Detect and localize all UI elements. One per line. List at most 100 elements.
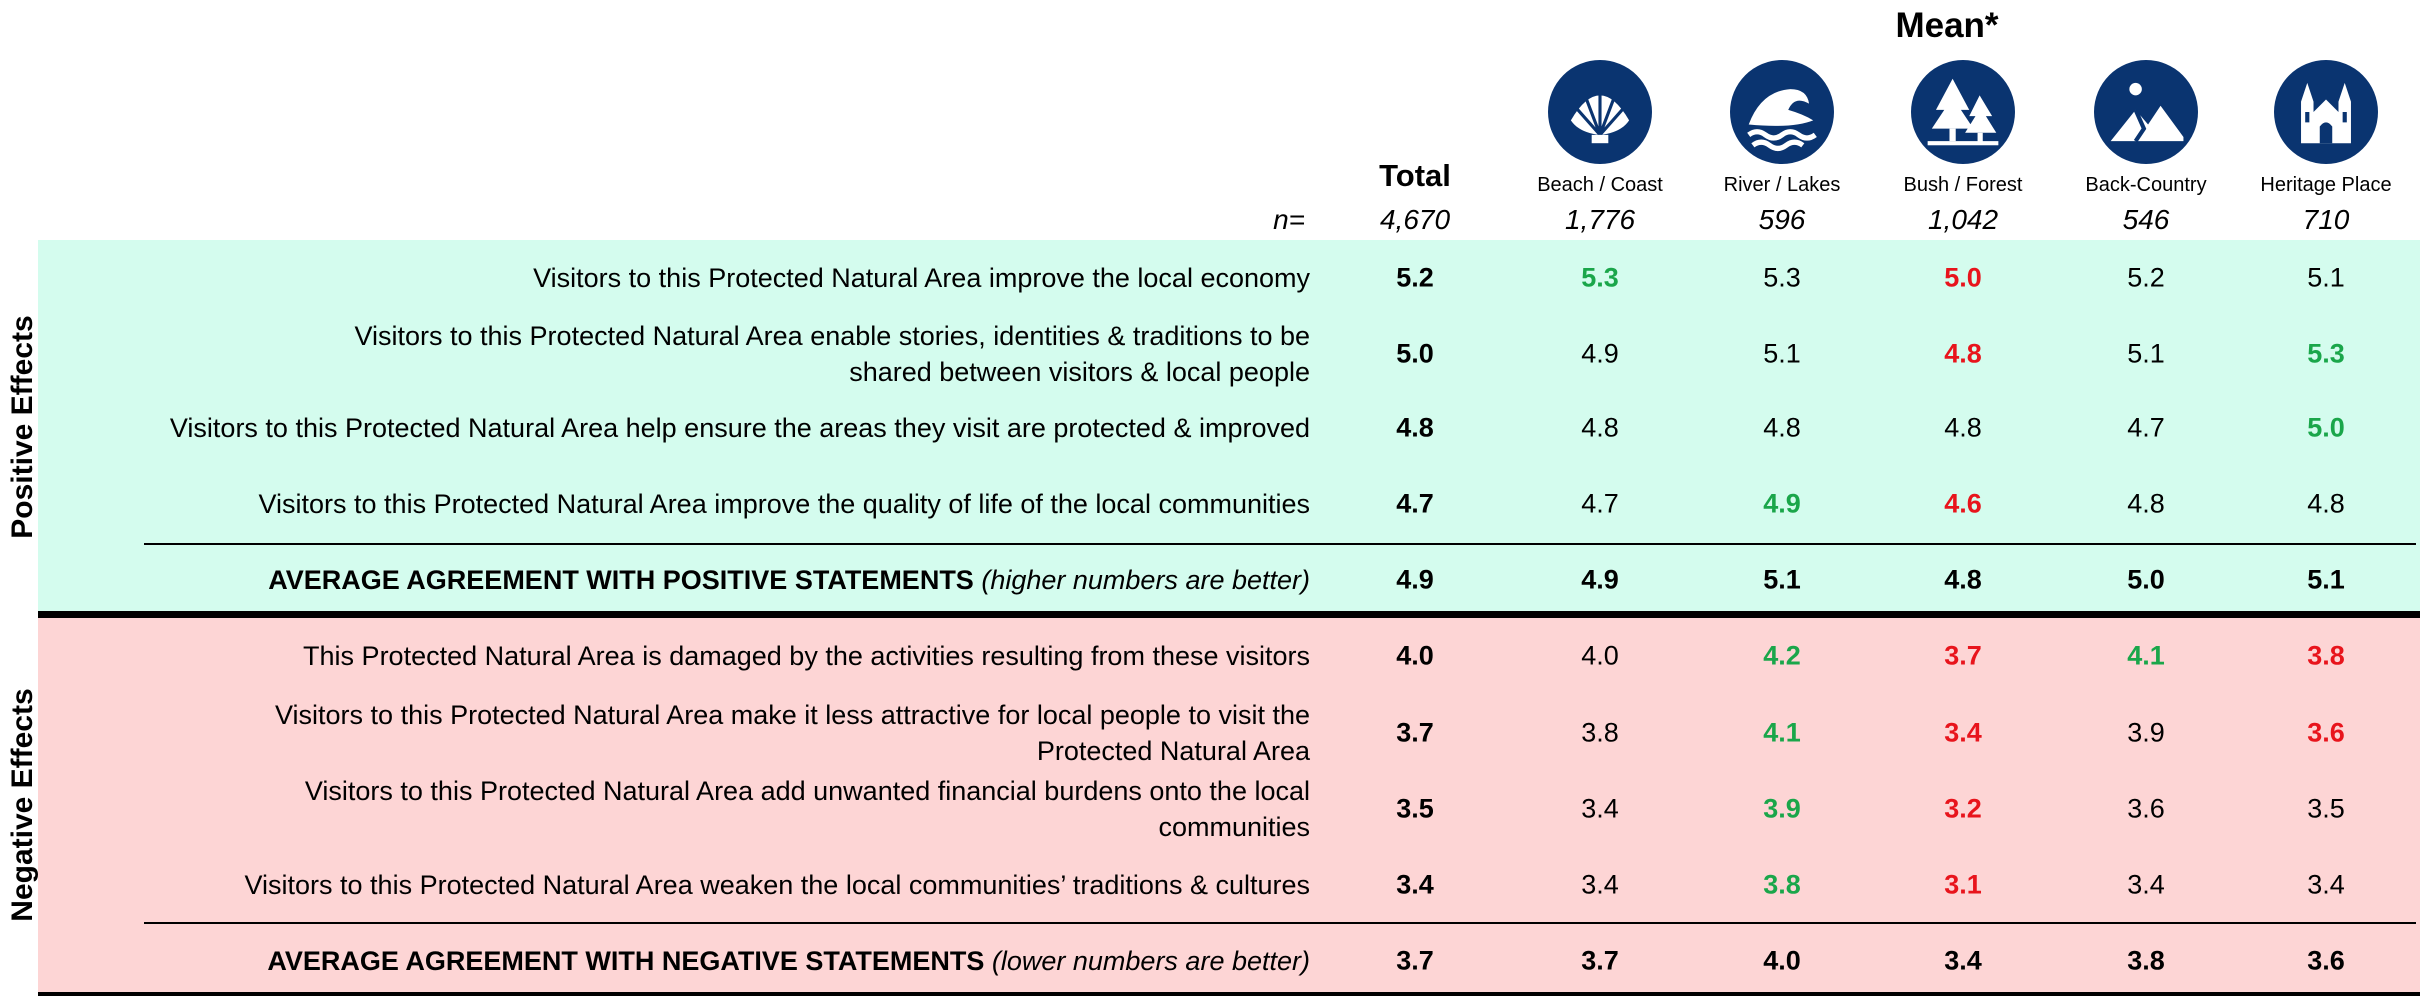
cell-value: 4.0 (1581, 640, 1619, 671)
cell-value: 4.7 (1396, 488, 1434, 519)
average-value: 4.8 (1944, 564, 1982, 595)
river-icon (1730, 60, 1834, 164)
n-label: n= (1273, 204, 1305, 235)
average-value: 3.7 (1396, 945, 1434, 976)
row-label-line: Visitors to this Protected Natural Area … (244, 870, 1311, 900)
average-value: 5.0 (2127, 564, 2165, 595)
cell-value: 3.4 (1944, 717, 1982, 748)
average-value: 4.9 (1396, 564, 1434, 595)
cell-value: 3.7 (1396, 717, 1434, 748)
column-label: Heritage Place (2260, 174, 2392, 196)
cell-value: 4.0 (1396, 640, 1434, 671)
cell-value: 3.8 (1763, 869, 1801, 900)
cell-value: 3.9 (1763, 793, 1801, 824)
backcountry-icon (2094, 60, 2198, 164)
average-value: 5.1 (1763, 564, 1801, 595)
cell-value: 5.2 (2127, 262, 2165, 293)
average-value: 3.7 (1581, 945, 1619, 976)
cell-value: 4.2 (1763, 640, 1801, 671)
row-label-line: shared between visitors & local people (849, 357, 1310, 387)
cell-value: 4.8 (1581, 412, 1619, 443)
cell-value: 3.8 (1581, 717, 1619, 748)
average-label: AVERAGE AGREEMENT WITH NEGATIVE STATEMEN… (267, 943, 1310, 979)
cell-value: 3.7 (1944, 640, 1982, 671)
column-n: 596 (1758, 204, 1806, 235)
row-label: Visitors to this Protected Natural Area … (533, 260, 1310, 296)
cell-value: 3.9 (2127, 717, 2165, 748)
average-label-main: AVERAGE AGREEMENT WITH NEGATIVE STATEMEN… (267, 946, 985, 976)
row-label-line: communities (1158, 812, 1310, 842)
cell-value: 4.8 (1763, 412, 1801, 443)
cell-value: 3.2 (1944, 793, 1982, 824)
row-label: Visitors to this Protected Natural Area … (245, 867, 1311, 903)
row-label-line: Visitors to this Protected Natural Area … (304, 776, 1310, 806)
cell-value: 4.7 (2127, 412, 2165, 443)
bottom-rule (38, 992, 2420, 996)
average-value: 4.0 (1763, 945, 1801, 976)
row-divider (144, 922, 2416, 924)
cell-value: 3.1 (1944, 869, 1982, 900)
column-label: Back-Country (2085, 174, 2207, 196)
cell-value: 4.1 (2127, 640, 2165, 671)
column-label: Beach / Coast (1537, 174, 1663, 196)
cell-value: 4.7 (1581, 488, 1619, 519)
cell-value: 4.8 (2127, 488, 2165, 519)
cell-value: 5.1 (2307, 262, 2345, 293)
row-label: Visitors to this Protected Natural Area … (170, 410, 1310, 446)
row-label-line: Visitors to this Protected Natural Area … (275, 700, 1310, 730)
row-label: This Protected Natural Area is damaged b… (303, 638, 1310, 674)
section-background (38, 617, 2420, 993)
cell-value: 4.8 (1396, 412, 1434, 443)
forest-icon (1911, 60, 2015, 164)
cell-value: 3.4 (2127, 869, 2165, 900)
beach-icon (1548, 60, 1652, 164)
cell-value: 5.2 (1396, 262, 1434, 293)
row-label-line: Visitors to this Protected Natural Area … (258, 489, 1311, 519)
row-label-line: Visitors to this Protected Natural Area … (354, 321, 1310, 351)
column-label: Total (1379, 158, 1451, 193)
column-label: Bush / Forest (1903, 174, 2023, 196)
column-n: 1,042 (1927, 204, 1999, 235)
row-label: Visitors to this Protected Natural Area … (354, 318, 1310, 390)
row-label: Visitors to this Protected Natural Area … (275, 697, 1310, 769)
cell-value: 5.3 (1763, 262, 1801, 293)
row-label-line: Visitors to this Protected Natural Area … (169, 413, 1310, 443)
section-label: Positive Effects (6, 314, 39, 539)
average-value: 3.4 (1944, 945, 1982, 976)
cell-value: 3.5 (2307, 793, 2345, 824)
column-label: River / Lakes (1723, 174, 1841, 196)
row-divider (144, 543, 2416, 545)
cell-value: 4.8 (1944, 338, 1982, 369)
average-label-note: (lower numbers are better) (991, 946, 1310, 976)
cell-value: 3.8 (2307, 640, 2345, 671)
cell-value: 4.9 (1581, 338, 1619, 369)
cell-value: 4.8 (1944, 412, 1982, 443)
cell-value: 5.1 (1763, 338, 1801, 369)
cell-value: 3.4 (2307, 869, 2345, 900)
average-value: 3.8 (2127, 945, 2165, 976)
average-label-main: AVERAGE AGREEMENT WITH POSITIVE STATEMEN… (268, 565, 974, 595)
section-background (38, 240, 2420, 613)
row-label-line: Protected Natural Area (1036, 736, 1310, 766)
cell-value: 3.4 (1581, 793, 1619, 824)
column-n: 710 (2302, 204, 2350, 235)
cell-value: 4.1 (1763, 717, 1801, 748)
cell-value: 3.6 (2307, 717, 2345, 748)
cell-value: 5.0 (1396, 338, 1434, 369)
column-n: 4,670 (1379, 204, 1451, 235)
section-separator (38, 611, 2420, 618)
column-n: 546 (2122, 204, 2170, 235)
average-value: 3.6 (2307, 945, 2345, 976)
average-label: AVERAGE AGREEMENT WITH POSITIVE STATEMEN… (268, 562, 1310, 598)
average-value: 4.9 (1581, 564, 1619, 595)
average-label-note: (higher numbers are better) (981, 565, 1310, 595)
cell-value: 5.0 (1944, 262, 1982, 293)
cell-value: 4.8 (2307, 488, 2345, 519)
cell-value: 5.3 (1581, 262, 1619, 293)
row-label-line: This Protected Natural Area is damaged b… (303, 641, 1310, 671)
cell-value: 3.6 (2127, 793, 2165, 824)
row-label-line: Visitors to this Protected Natural Area … (533, 263, 1310, 293)
heritage-icon (2274, 60, 2378, 164)
column-n: 1,776 (1564, 204, 1636, 235)
